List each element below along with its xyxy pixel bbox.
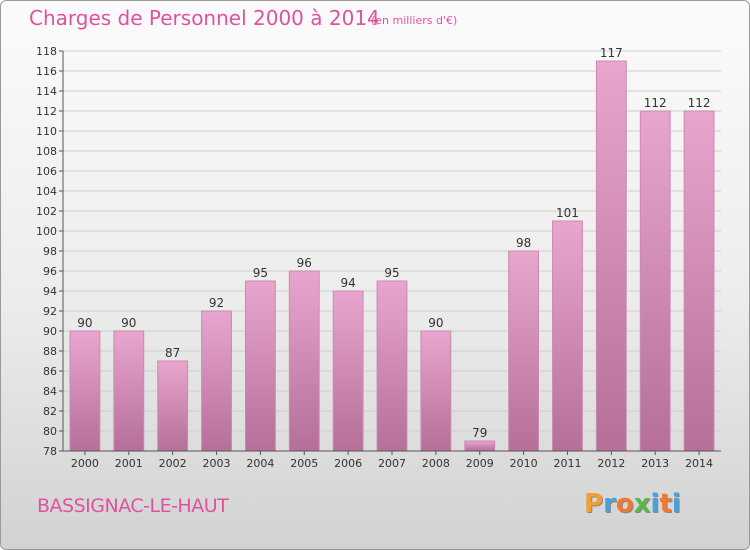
bar xyxy=(69,330,101,452)
x-tick-label: 2003 xyxy=(203,457,231,470)
bar xyxy=(332,290,364,452)
y-tick-label: 106 xyxy=(36,165,57,178)
y-tick-label: 100 xyxy=(36,225,57,238)
data-label: 90 xyxy=(121,316,136,330)
x-tick-label: 2013 xyxy=(641,457,669,470)
x-tick-label: 2004 xyxy=(246,457,274,470)
chart-title: Charges de Personnel 2000 à 2014 xyxy=(29,6,380,30)
y-tick-label: 90 xyxy=(43,325,57,338)
data-label: 87 xyxy=(165,346,180,360)
x-tick-label: 2006 xyxy=(334,457,362,470)
data-label: 112 xyxy=(644,96,667,110)
bar xyxy=(595,60,627,452)
y-tick-label: 80 xyxy=(43,425,57,438)
y-tick-label: 84 xyxy=(43,385,57,398)
labels: 90 90 87 92 95 96 94 95 90 79 98 101 117 112 112 xyxy=(77,46,710,440)
y-tick-label: 110 xyxy=(36,125,57,138)
y-tick-label: 96 xyxy=(43,265,57,278)
x-tick-label: 2008 xyxy=(422,457,450,470)
bar xyxy=(157,360,189,452)
data-label: 117 xyxy=(600,46,623,60)
y-tick-label: 98 xyxy=(43,245,57,258)
bar xyxy=(683,110,715,452)
data-label: 112 xyxy=(688,96,711,110)
x-tick-label: 2001 xyxy=(115,457,143,470)
y-tick-label: 116 xyxy=(36,65,57,78)
x-tick-label: 2000 xyxy=(71,457,99,470)
y-tick-label: 108 xyxy=(36,145,57,158)
x-tick-label: 2005 xyxy=(290,457,318,470)
y-tick-label: 92 xyxy=(43,305,57,318)
y-tick-label: 118 xyxy=(36,45,57,58)
bar xyxy=(552,220,583,452)
y-tick-label: 112 xyxy=(36,105,57,118)
data-label: 90 xyxy=(428,316,443,330)
data-label: 101 xyxy=(556,206,579,220)
y-tick-label: 94 xyxy=(43,285,57,298)
x-tick-label: 2002 xyxy=(159,457,187,470)
bars xyxy=(69,60,715,452)
bar xyxy=(201,310,232,452)
data-label: 96 xyxy=(297,256,312,270)
y-tick-label: 104 xyxy=(36,185,57,198)
y-tick-label: 102 xyxy=(36,205,57,218)
bar xyxy=(244,280,276,452)
bar xyxy=(508,250,540,452)
bar xyxy=(288,270,320,452)
axes: 78 80 82 84 86 88 90 92 94 96 98 100 102 104 106 108 110… xyxy=(36,45,721,470)
data-label: 94 xyxy=(340,276,355,290)
data-label: 95 xyxy=(253,266,268,280)
x-tick-label: 2011 xyxy=(553,457,581,470)
y-tick-label: 88 xyxy=(43,345,57,358)
data-label: 92 xyxy=(209,296,224,310)
y-tick-label: 114 xyxy=(36,85,57,98)
chart-subtitle: (en milliers d'€) xyxy=(371,14,458,27)
y-tick-label: 78 xyxy=(43,445,57,458)
data-label: 90 xyxy=(77,316,92,330)
data-label: 79 xyxy=(472,426,487,440)
x-tick-label: 2007 xyxy=(378,457,406,470)
y-tick-label: 82 xyxy=(43,405,57,418)
commune-name: BASSIGNAC-LE-HAUT xyxy=(37,495,229,517)
proxiti-logo: Proxiti xyxy=(584,489,681,519)
bar xyxy=(639,110,671,452)
x-tick-label: 2012 xyxy=(597,457,625,470)
x-tick-label: 2009 xyxy=(466,457,494,470)
bar xyxy=(420,330,452,452)
data-label: 95 xyxy=(384,266,399,280)
x-tick-label: 2014 xyxy=(685,457,713,470)
bar xyxy=(376,280,408,452)
data-label: 98 xyxy=(516,236,531,250)
x-tick-label: 2010 xyxy=(510,457,538,470)
y-tick-label: 86 xyxy=(43,365,57,378)
bar xyxy=(464,440,496,452)
bar xyxy=(113,330,145,452)
